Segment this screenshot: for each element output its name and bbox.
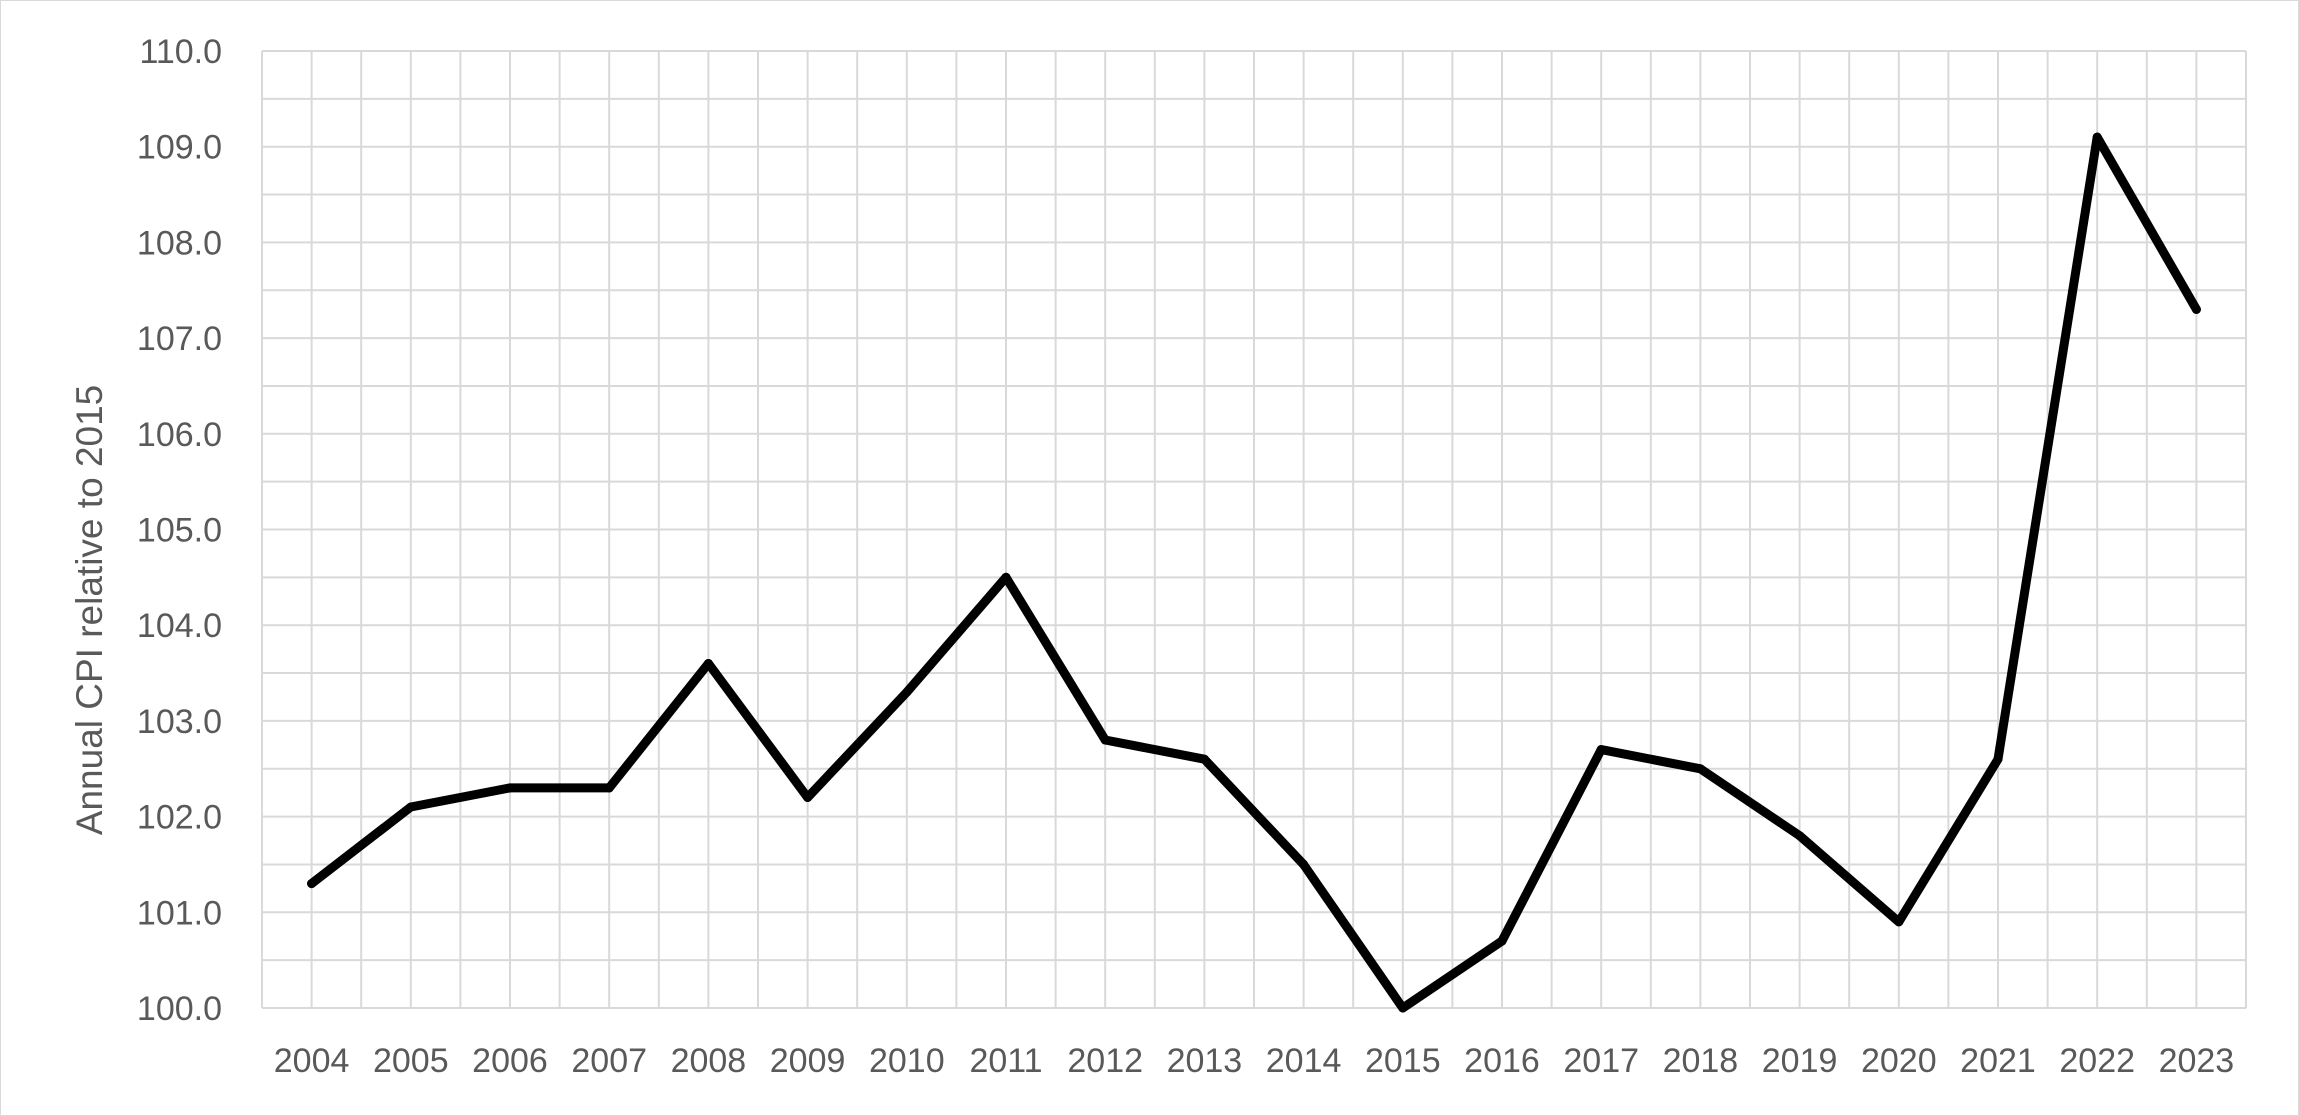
x-tick-label: 2004: [274, 1042, 350, 1080]
data-point: [703, 658, 713, 668]
data-point: [307, 879, 317, 889]
x-tick-label: 2019: [1762, 1042, 1838, 1080]
data-point: [1993, 754, 2003, 764]
x-tick-label: 2022: [2059, 1042, 2135, 1080]
x-tick-label: 2010: [869, 1042, 945, 1080]
x-axis-ticks: 2004 2005 2006 2007 2008 2009 2010 2011 2012 2013…: [274, 1042, 2234, 1080]
y-tick-label: 110.0: [139, 33, 222, 71]
x-tick-label: 2011: [969, 1042, 1042, 1080]
y-axis-title: Annual CPI relative to 2015: [69, 385, 110, 835]
y-tick-label: 104.0: [137, 607, 222, 645]
data-point: [1398, 1003, 1408, 1013]
y-tick-label: 102.0: [137, 799, 222, 837]
y-tick-label: 101.0: [137, 894, 222, 932]
y-tick-label: 108.0: [137, 224, 222, 262]
x-tick-label: 2023: [2159, 1042, 2235, 1080]
data-point: [1299, 859, 1309, 869]
data-point: [1497, 936, 1507, 946]
data-point: [2092, 132, 2102, 142]
data-point: [1695, 764, 1705, 774]
y-tick-label: 100.0: [137, 990, 222, 1028]
x-tick-label: 2017: [1563, 1042, 1639, 1080]
x-tick-label: 2016: [1464, 1042, 1540, 1080]
data-point: [1596, 745, 1606, 755]
data-point: [2191, 304, 2201, 314]
data-point: [406, 802, 416, 812]
data-point: [1894, 917, 1904, 927]
data-point: [803, 792, 813, 802]
grid-lines: [261, 50, 2247, 1009]
y-tick-label: 103.0: [137, 703, 222, 741]
y-tick-label: 107.0: [137, 320, 222, 358]
x-tick-label: 2015: [1365, 1042, 1441, 1080]
y-tick-label: 105.0: [137, 512, 222, 550]
x-tick-label: 2005: [373, 1042, 449, 1080]
data-point: [604, 783, 614, 793]
x-tick-label: 2007: [571, 1042, 647, 1080]
x-tick-label: 2018: [1663, 1042, 1739, 1080]
x-tick-label: 2008: [671, 1042, 747, 1080]
data-point: [902, 687, 912, 697]
data-point: [1199, 754, 1209, 764]
x-tick-label: 2014: [1266, 1042, 1342, 1080]
x-tick-label: 2021: [1960, 1042, 2036, 1080]
data-point: [1001, 572, 1011, 582]
series-line: [307, 132, 2201, 1013]
x-tick-label: 2013: [1167, 1042, 1243, 1080]
data-point: [505, 783, 515, 793]
data-point: [1795, 831, 1805, 841]
x-tick-label: 2020: [1861, 1042, 1937, 1080]
x-tick-label: 2006: [472, 1042, 548, 1080]
y-tick-label: 106.0: [137, 416, 222, 454]
series-layer: [307, 132, 2201, 1013]
y-axis-ticks: 100.0 101.0 102.0 103.0 104.0 105.0 106.0 107.0…: [137, 33, 222, 1028]
x-tick-label: 2009: [770, 1042, 846, 1080]
data-point: [1100, 735, 1110, 745]
x-tick-label: 2012: [1067, 1042, 1143, 1080]
y-tick-label: 109.0: [137, 129, 222, 167]
